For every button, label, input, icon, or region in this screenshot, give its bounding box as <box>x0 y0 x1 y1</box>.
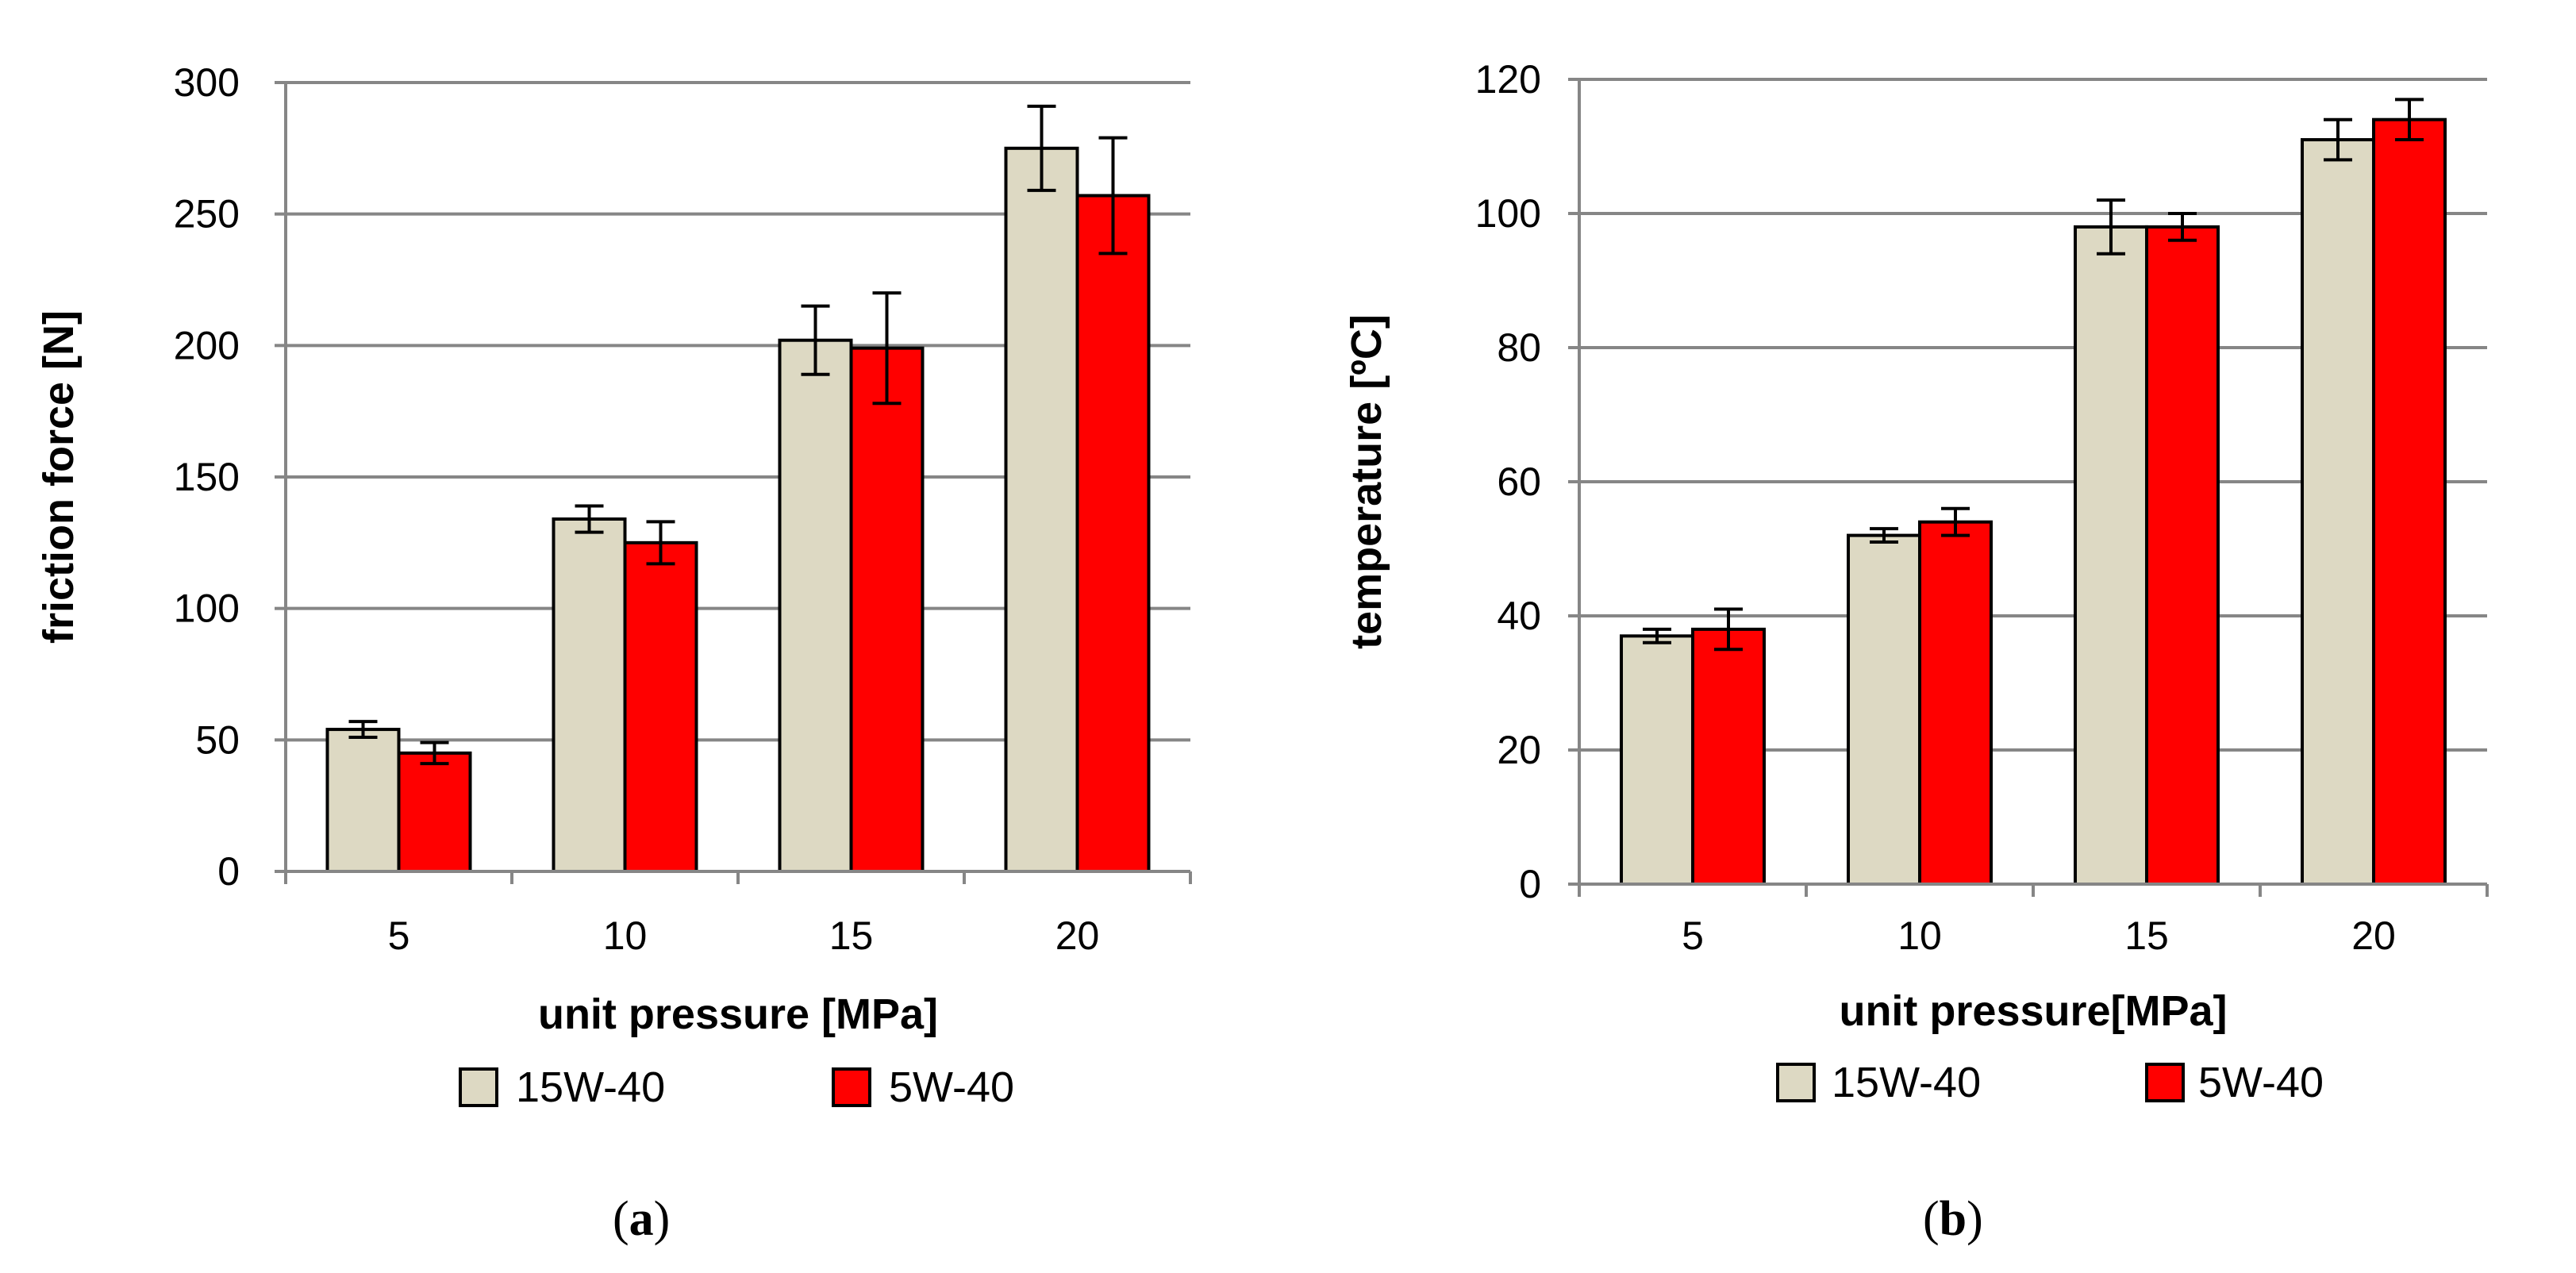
panel-caption-close: ) <box>1967 1192 1983 1246</box>
bar <box>2145 225 2220 886</box>
bar <box>552 517 627 873</box>
bar <box>1847 533 1921 886</box>
bar <box>849 346 925 873</box>
error-bar <box>646 520 675 566</box>
legend-item: 15W-40 <box>1776 1059 1981 1106</box>
error-bar <box>1098 136 1128 256</box>
error-bar <box>420 740 449 766</box>
x-axis-title: unit pressure[MPa] <box>1839 987 2227 1035</box>
y-tick-label: 200 <box>174 323 240 367</box>
error-bar <box>1643 627 1671 644</box>
y-tick-label: 300 <box>174 60 240 105</box>
bar <box>325 728 401 874</box>
y-tick-label: 20 <box>1497 728 1541 772</box>
panel-caption: (a) <box>613 1192 670 1246</box>
chart-panel-a: 0 50 100 150 200 250 300 5 10 15 20 unit pressure [… <box>35 60 1192 1246</box>
error-bar <box>1941 506 1970 537</box>
legend-swatch <box>1776 1063 1816 1102</box>
chart-panel-b: 0 20 40 60 80 100 120 5 10 15 20 unit pressure[MPa]… <box>1343 57 2489 1246</box>
y-tick-label: 120 <box>1475 57 1541 102</box>
error-bar <box>2324 117 2352 162</box>
x-tick-label: 15 <box>2124 913 2169 958</box>
y-tick-label: 80 <box>1497 325 1541 370</box>
legend-label: 15W-40 <box>516 1063 665 1111</box>
legend: 15W-40 5W-40 <box>1776 1059 2324 1106</box>
bar <box>1691 627 1766 886</box>
y-axis-title: temperature [ºC] <box>1343 314 1390 649</box>
x-tick-label: 10 <box>1897 913 1942 958</box>
legend-swatch <box>2145 1063 2185 1102</box>
error-bar <box>801 304 830 376</box>
panel-caption-letter: b <box>1940 1192 1967 1246</box>
legend-item: 5W-40 <box>832 1063 1014 1111</box>
y-tick-label: 40 <box>1497 594 1541 638</box>
legend-label: 15W-40 <box>1832 1059 1981 1106</box>
y-tick-label: 150 <box>174 455 240 499</box>
error-bar <box>1027 104 1056 192</box>
x-tick-label: 5 <box>388 913 410 958</box>
error-bar <box>575 504 604 534</box>
y-tick-label: 100 <box>174 587 240 631</box>
bar <box>1918 520 1993 886</box>
error-bar <box>1870 527 1898 544</box>
legend-swatch <box>832 1067 871 1107</box>
x-tick-label: 20 <box>2351 913 2396 958</box>
error-bar <box>2168 212 2197 242</box>
bar <box>623 540 698 873</box>
y-tick-label: 100 <box>1475 191 1541 236</box>
y-tick-label: 60 <box>1497 460 1541 504</box>
bar <box>2301 138 2375 886</box>
x-tick-label: 10 <box>603 913 648 958</box>
error-bar <box>2395 98 2424 142</box>
bar <box>1075 194 1151 873</box>
y-tick-label: 0 <box>1519 862 1541 906</box>
y-tick-label: 50 <box>195 717 240 762</box>
x-tick-label: 15 <box>829 913 874 958</box>
bar <box>778 338 853 873</box>
y-tick-label: 250 <box>174 192 240 237</box>
legend-label: 5W-40 <box>2198 1059 2324 1106</box>
y-axis-title: friction force [N] <box>35 310 83 644</box>
legend-swatch <box>459 1067 498 1107</box>
error-bar <box>872 291 902 406</box>
panel-caption-open: ( <box>613 1192 629 1246</box>
panel-caption-letter: a <box>629 1192 654 1246</box>
panel-caption: (b) <box>1923 1192 1983 1246</box>
legend: 15W-40 5W-40 <box>459 1063 1014 1111</box>
bar <box>397 751 472 874</box>
error-bar <box>2097 198 2125 256</box>
panel-caption-close: ) <box>654 1192 671 1246</box>
bar <box>2074 225 2148 886</box>
bar <box>1620 634 1694 886</box>
x-tick-label: 20 <box>1055 913 1100 958</box>
y-tick-label: 0 <box>217 849 240 894</box>
bar <box>2372 117 2447 886</box>
bar <box>1004 146 1079 874</box>
legend-item: 5W-40 <box>2145 1059 2324 1106</box>
panel-caption-open: ( <box>1923 1192 1940 1246</box>
legend-item: 15W-40 <box>459 1063 665 1111</box>
x-axis-title: unit pressure [MPa] <box>538 990 938 1038</box>
legend-label: 5W-40 <box>889 1063 1014 1111</box>
error-bar <box>1714 607 1743 652</box>
x-tick-label: 5 <box>1682 913 1704 958</box>
error-bar <box>348 720 378 740</box>
